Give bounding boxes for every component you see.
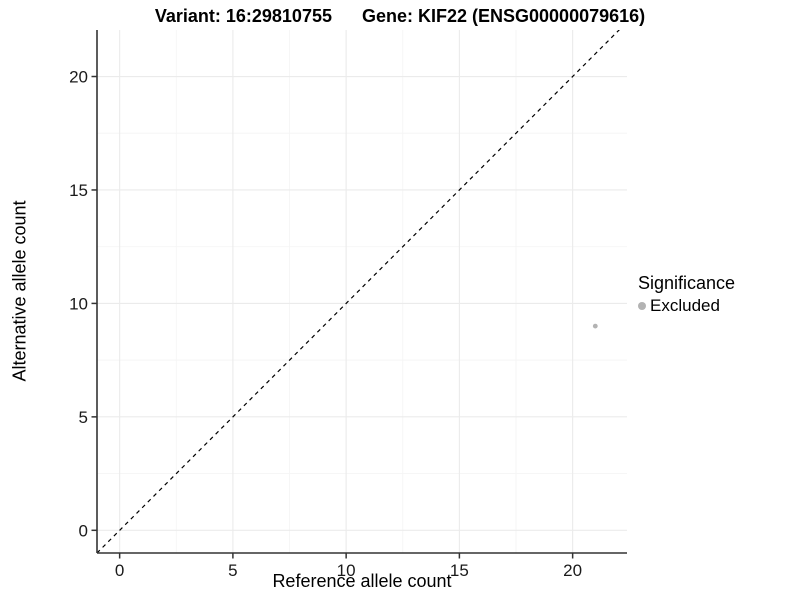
plot-title-gene: Gene: KIF22 (ENSG00000079616)	[361, 6, 646, 26]
legend: Significance Excluded	[638, 273, 735, 316]
x-tick-label: 10	[337, 561, 356, 580]
y-tick-label: 5	[79, 408, 88, 427]
legend-entry-label: Excluded	[650, 296, 720, 315]
x-axis-title: Reference allele count	[272, 571, 452, 591]
y-axis-title: Alternative allele count	[9, 200, 30, 382]
y-tick-label: 20	[69, 68, 88, 87]
legend-key-dot-icon	[638, 302, 646, 310]
y-tick-label: 0	[79, 521, 88, 540]
x-tick-label: 20	[563, 561, 582, 580]
plot-title: Variant: 16:29810755 Gene: KIF22 (ENSG00…	[0, 6, 800, 27]
data-point	[592, 323, 598, 329]
identity-line	[97, 30, 620, 553]
x-tick-label: 0	[115, 561, 124, 580]
plot-panel: 0 5 10 15 20 0 5 10 15 20	[69, 30, 627, 580]
y-tick-label: 15	[69, 181, 88, 200]
legend-entry-excluded: Excluded	[638, 296, 735, 316]
plot-title-variant: Variant: 16:29810755	[154, 6, 332, 26]
y-tick-label: 10	[69, 294, 88, 313]
x-tick-label: 5	[228, 561, 237, 580]
x-tick-label: 15	[450, 561, 469, 580]
legend-title: Significance	[638, 273, 736, 293]
